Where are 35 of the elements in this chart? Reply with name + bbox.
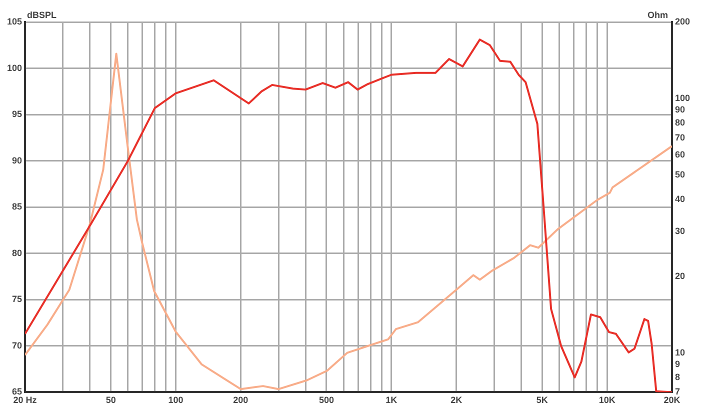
y-tick-label: 7 [674,386,680,397]
y2-tick-label: 105 [6,16,22,26]
x-tick-label: 50 [106,395,116,406]
y-axis-title: Ohm [647,10,668,20]
y-tick-label: 100 [674,93,690,104]
x-tick-label: 10K [598,395,616,406]
y-tick-label: 10 [674,347,685,358]
y2-tick-label: 85 [12,202,22,212]
y-tick-label: 50 [674,170,685,180]
y2-tick-label: 95 [12,109,22,120]
x-tick-label: 1K [386,395,398,406]
y2-axis-title: dBSPL [27,10,58,20]
y-tick-label: 20 [674,270,685,281]
y-tick-label: 90 [674,104,685,115]
y-tick-label: 40 [674,194,685,204]
x-tick-label: 20K [664,395,681,406]
y-tick-label: 60 [674,149,685,160]
y2-tick-label: 90 [12,155,22,166]
y2-tick-label: 80 [12,248,22,258]
y2-tick-label: 75 [12,294,22,304]
x-tick-label: 2K [450,395,463,406]
x-tick-label: 100 [168,395,184,406]
y-tick-label: 200 [674,16,690,26]
x-tick-label: 200 [233,395,248,406]
y-tick-label: 8 [674,372,680,382]
x-tick-label: 5K [536,395,548,406]
y-tick-label: 70 [674,132,685,142]
y-tick-label: 9 [674,358,680,369]
y-tick-label: 30 [674,226,685,236]
y2-tick-label: 70 [12,340,22,350]
x-tick-label: 20 Hz [13,395,38,406]
y2-tick-label: 65 [12,386,22,397]
y2-tick-label: 100 [6,62,22,73]
x-tick-label: 500 [318,395,334,406]
y-tick-label: 80 [674,118,685,128]
